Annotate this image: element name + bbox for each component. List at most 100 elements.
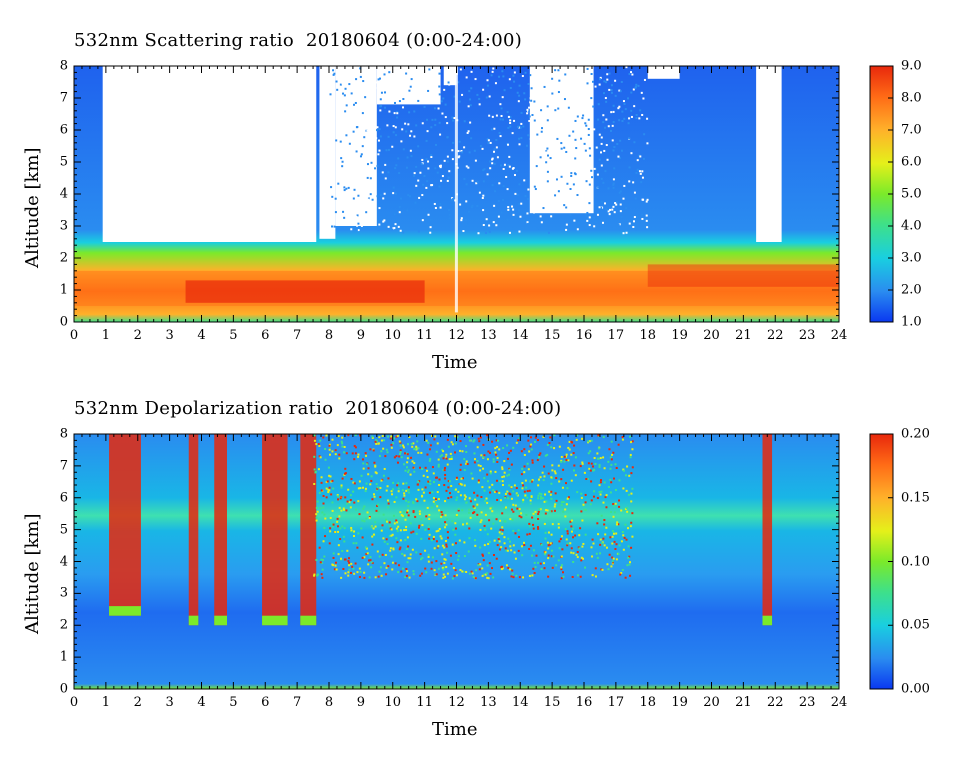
speckle (641, 213, 644, 216)
speckle (410, 78, 413, 81)
speckle (450, 455, 453, 458)
speckle (551, 469, 554, 472)
speckle (607, 485, 610, 488)
speckle (339, 538, 342, 541)
speckle (555, 477, 558, 480)
speckle (337, 193, 340, 196)
speckle (468, 439, 471, 442)
speckle (597, 447, 600, 450)
speckle (574, 534, 577, 537)
speckle (458, 155, 461, 158)
speckle (586, 67, 589, 70)
speckle (495, 557, 498, 560)
speckle (348, 83, 351, 86)
speckle (622, 509, 625, 512)
speckle (630, 115, 633, 118)
speckle (452, 119, 455, 122)
speckle (438, 72, 441, 75)
speckle (443, 561, 446, 564)
speckle (476, 460, 479, 463)
speckle (487, 450, 490, 453)
speckle (484, 528, 487, 531)
speckle (441, 112, 444, 115)
speckle (536, 561, 539, 564)
speckle (423, 499, 426, 502)
speckle (540, 130, 543, 133)
speckle (598, 491, 601, 494)
speckle (515, 487, 518, 490)
speckle (525, 144, 528, 147)
speckle (605, 81, 608, 84)
speckle (329, 475, 332, 478)
speckle (446, 122, 449, 125)
speckle (490, 128, 493, 131)
speckle (450, 485, 453, 488)
speckle (468, 436, 471, 439)
speckle (405, 528, 408, 531)
speckle (474, 78, 477, 81)
speckle (427, 167, 430, 170)
speckle (408, 195, 411, 198)
speckle (501, 96, 504, 99)
speckle (627, 556, 630, 559)
speckle (547, 575, 550, 578)
speckle (636, 159, 639, 162)
speckle (330, 493, 333, 496)
speckle (390, 446, 393, 449)
x-tick-label: 19 (671, 328, 688, 343)
speckle (435, 530, 438, 533)
speckle (598, 465, 601, 468)
speckle (486, 79, 489, 82)
speckle (387, 225, 390, 228)
speckle (352, 542, 355, 545)
speckle (494, 491, 497, 494)
speckle (510, 486, 513, 489)
speckle (595, 146, 598, 149)
speckle (328, 486, 331, 489)
speckle (409, 473, 412, 476)
speckle (542, 562, 545, 565)
speckle (452, 567, 455, 570)
speckle (357, 487, 360, 490)
speckle (599, 552, 602, 555)
speckle (540, 102, 543, 105)
speckle (571, 113, 574, 116)
speckle (334, 561, 337, 564)
speckle (498, 491, 501, 494)
speckle (418, 466, 421, 469)
speckle (502, 118, 505, 121)
speckle (320, 562, 323, 565)
speckle (400, 570, 403, 573)
speckle (412, 573, 415, 576)
speckle (502, 198, 505, 201)
speckle (493, 204, 496, 207)
speckle (466, 224, 469, 227)
speckle (411, 445, 414, 448)
speckle (593, 167, 596, 170)
speckle (594, 575, 597, 578)
speckle (602, 92, 605, 95)
speckle (398, 100, 401, 103)
speckle (510, 463, 513, 466)
speckle (585, 214, 588, 217)
speckle (531, 574, 534, 577)
speckle (498, 182, 501, 185)
speckle (349, 506, 352, 509)
speckle (603, 544, 606, 547)
speckle (457, 509, 460, 512)
speckle (355, 542, 358, 545)
speckle (337, 544, 340, 547)
speckle (611, 529, 614, 532)
speckle (540, 156, 543, 159)
speckle (460, 150, 463, 153)
speckle (396, 221, 399, 224)
speckle (424, 466, 427, 469)
speckle (419, 171, 422, 174)
speckle (583, 142, 586, 145)
speckle (553, 103, 556, 106)
speckle (627, 122, 630, 125)
speckle (386, 542, 389, 545)
speckle (569, 214, 572, 217)
speckle (513, 174, 516, 177)
speckle (445, 545, 448, 548)
